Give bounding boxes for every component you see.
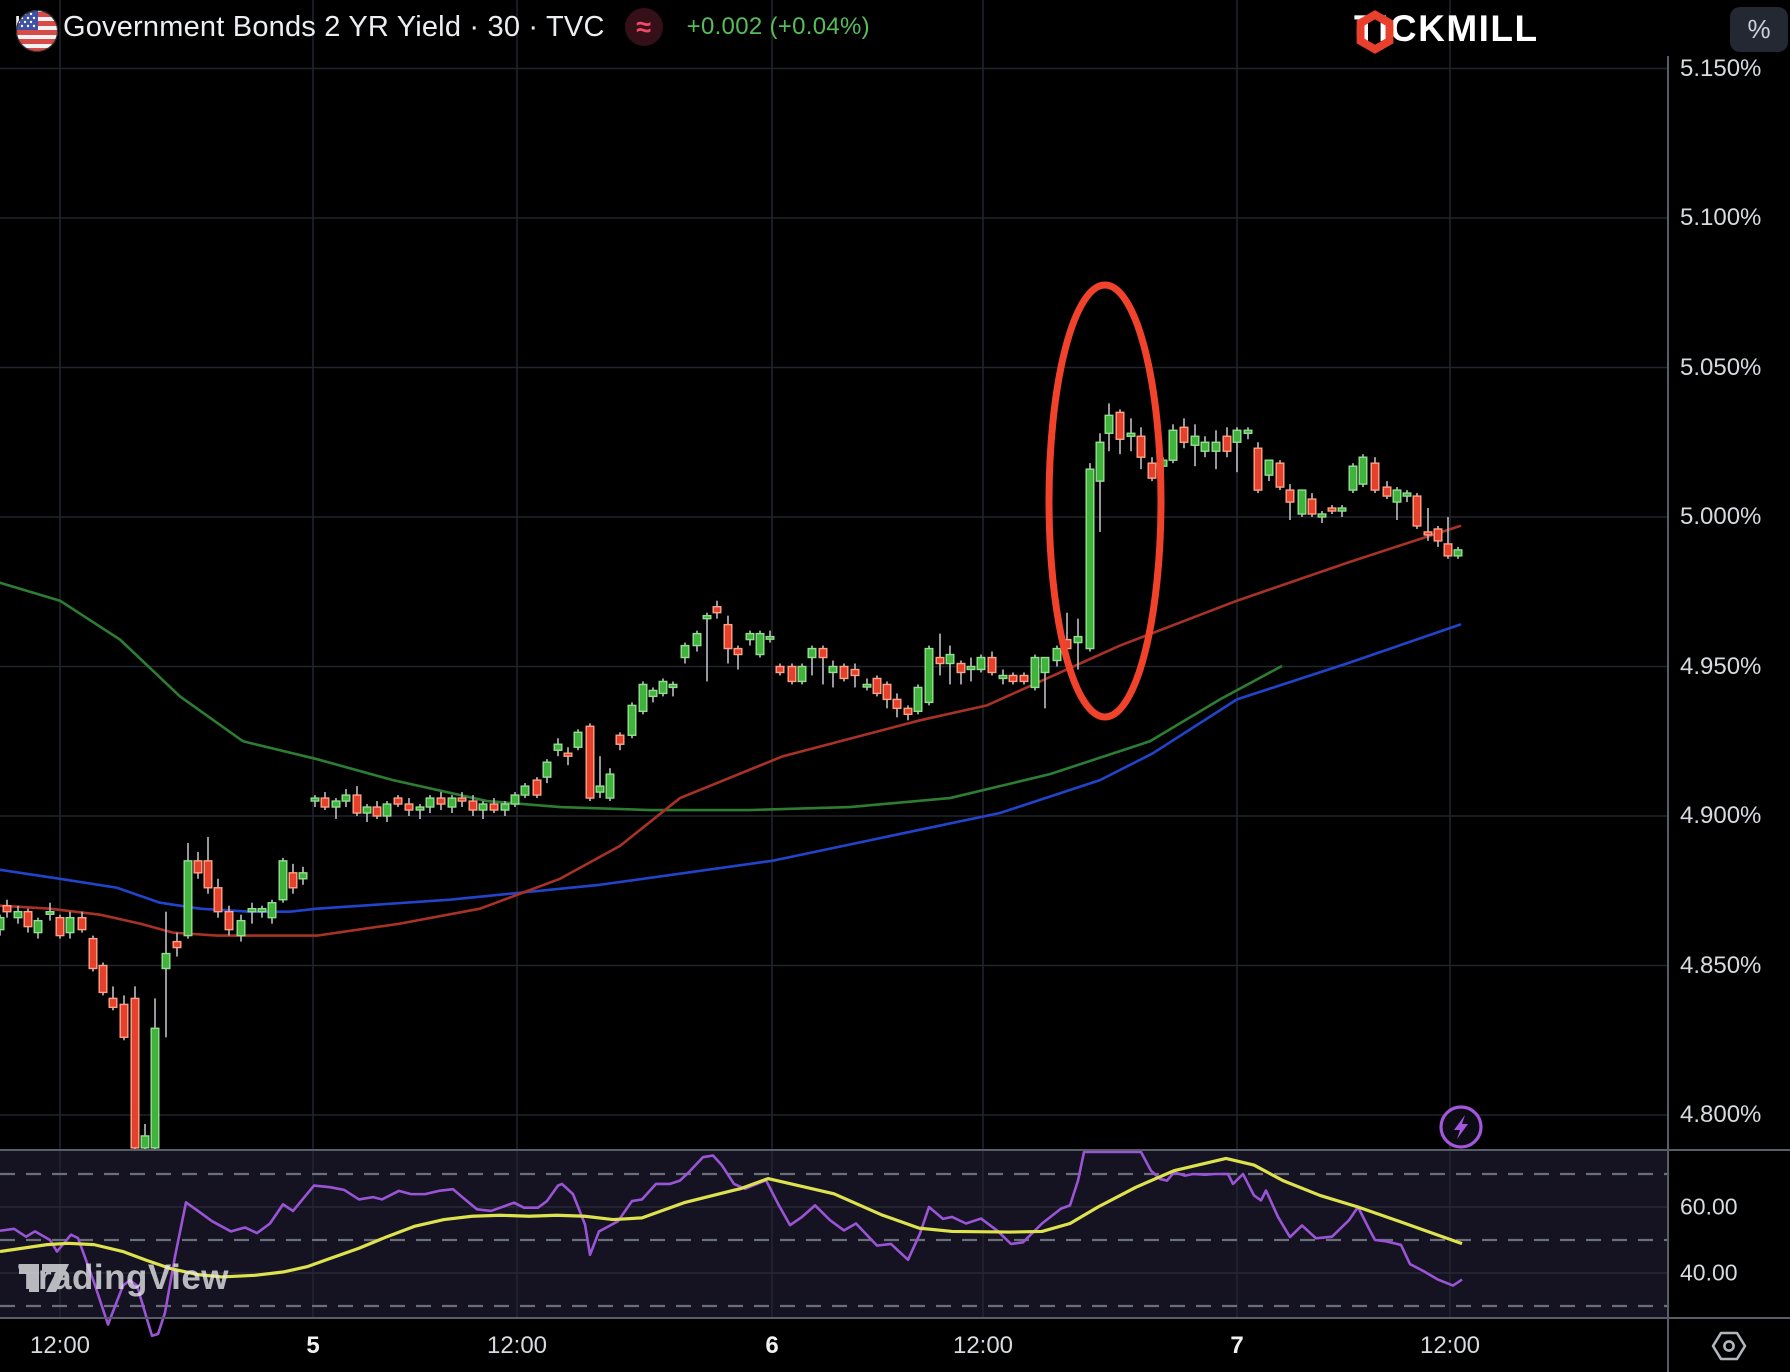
percent-scale-button[interactable]: % [1730, 7, 1788, 52]
us-flag-icon [16, 10, 58, 52]
price-axis-label: 5.150% [1680, 54, 1762, 82]
indicator-axis-label: 60.00 [1680, 1193, 1738, 1220]
gear-icon-center [1723, 1340, 1735, 1352]
lightning-icon [1454, 1115, 1468, 1139]
time-axis-label: 5 [306, 1332, 320, 1359]
price-axis-label: 4.800% [1680, 1101, 1762, 1128]
tradingview-watermark: TradingView [18, 1258, 229, 1298]
delayed-data-badge: ≈ [624, 8, 663, 46]
indicator-axis-label: 40.00 [1680, 1259, 1738, 1286]
time-axis-label: 7 [1230, 1332, 1244, 1359]
price-axis-label: 4.850% [1680, 951, 1762, 979]
highlight-ellipse-annotation [1045, 281, 1165, 721]
price-axis-label: 4.950% [1680, 652, 1762, 680]
gear-icon[interactable] [1711, 1331, 1747, 1361]
tickmill-icon [1356, 10, 1394, 54]
price-axis-label: 5.100% [1680, 204, 1762, 231]
price-axis-label: 4.900% [1680, 802, 1762, 829]
time-axis-label: 12:00 [486, 1332, 548, 1359]
symbol-header[interactable]: US Government Bonds 2 YR Yield · 30 · TV… [14, 8, 870, 52]
price-axis-label: 5.050% [1680, 353, 1762, 381]
tradingview-logo-icon [19, 1264, 69, 1292]
symbol-title[interactable]: US Government Bonds 2 YR Yield · 30 · TV… [14, 10, 605, 43]
price-change: +0.002 (+0.04%) [686, 13, 870, 40]
time-axis-label: 12:00 [29, 1332, 91, 1359]
time-axis-label: 6 [765, 1332, 779, 1359]
broker-logo: TICKMILL [1354, 8, 1539, 54]
price-axis-label: 5.000% [1680, 503, 1762, 530]
time-axis-label: 12:00 [952, 1332, 1014, 1359]
time-axis-label: 12:00 [1419, 1332, 1481, 1359]
